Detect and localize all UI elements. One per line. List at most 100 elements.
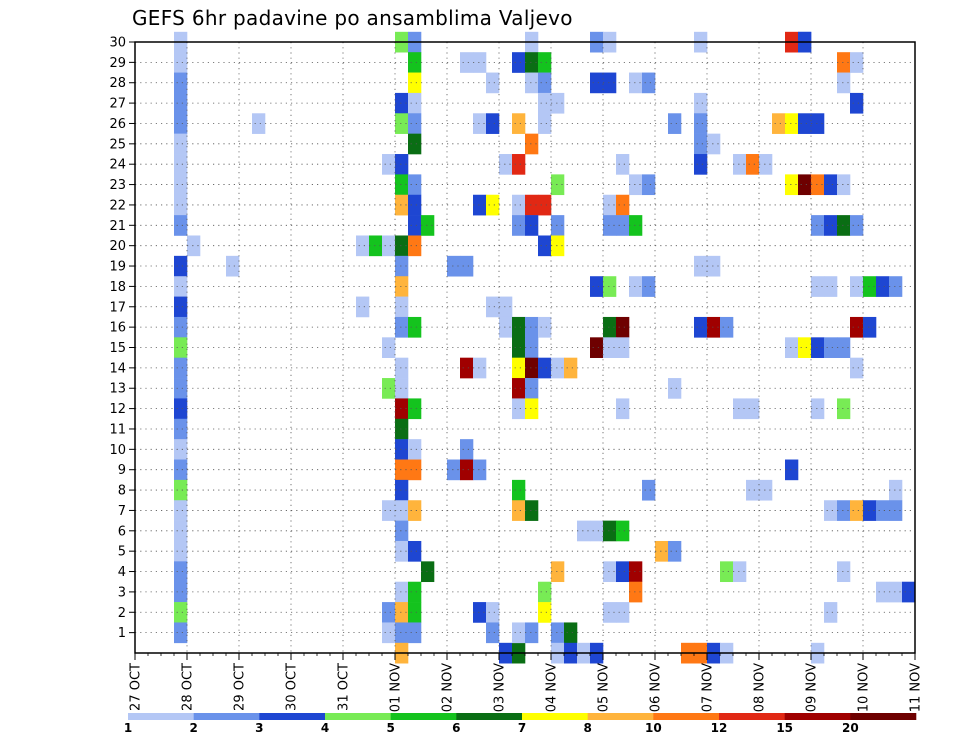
heatmap-cell: [174, 622, 188, 644]
heatmap-cell: [733, 398, 747, 420]
heatmap-cell: [174, 72, 188, 94]
heatmap-cell: [603, 194, 617, 216]
y-tick-label: 27: [109, 97, 126, 112]
heatmap-cell: [512, 52, 526, 73]
heatmap-cell: [174, 561, 188, 583]
heatmap-cell: [642, 174, 656, 196]
y-tick-label: 7: [118, 504, 126, 519]
heatmap-cell: [525, 500, 539, 521]
x-tick-label: 03 NOV: [493, 663, 508, 712]
heatmap-cell: [642, 276, 656, 297]
heatmap-cell: [837, 174, 851, 196]
y-tick-label: 4: [118, 565, 126, 580]
legend-swatch: [390, 713, 457, 720]
x-tick-label: 01 NOV: [389, 663, 404, 712]
heatmap-cell: [473, 357, 487, 379]
heatmap-cell: [174, 296, 188, 318]
heatmap-cell: [395, 276, 409, 297]
legend-label: 15: [776, 721, 793, 735]
heatmap-cell: [603, 276, 617, 297]
heatmap-cell: [447, 255, 461, 277]
heatmap-cell: [486, 622, 500, 644]
heatmap-cell: [395, 378, 409, 399]
heatmap-cell: [603, 316, 617, 338]
legend-label: 20: [842, 721, 859, 735]
heatmap-cell: [473, 194, 487, 216]
heatmap-cell: [174, 113, 188, 134]
heatmap-cell: [174, 602, 188, 623]
heatmap-cell: [629, 581, 643, 603]
heatmap-cell: [395, 255, 409, 277]
y-tick-label: 20: [109, 239, 126, 254]
x-tick-label: 06 NOV: [649, 663, 664, 712]
legend-label: 7: [518, 721, 526, 735]
heatmap-cell: [694, 113, 708, 134]
heatmap-cell: [395, 235, 409, 257]
legend: 1 2 3 4 5 6 7 8 10 12 15 20: [124, 713, 917, 735]
heatmap-cell: [824, 337, 838, 358]
heatmap-cell: [460, 459, 474, 481]
heatmap-cell: [174, 439, 188, 460]
heatmap-cell: [512, 378, 526, 399]
heatmap-cell: [421, 215, 435, 236]
heatmap-cell: [408, 215, 422, 236]
heatmap-cell: [174, 378, 188, 399]
legend-label: 5: [386, 721, 394, 735]
x-tick-label: 04 NOV: [545, 663, 560, 712]
y-tick-label: 11: [109, 422, 126, 437]
heatmap-cell: [174, 255, 188, 277]
heatmap-cell: [785, 459, 799, 481]
heatmap-cell: [382, 378, 396, 399]
heatmap-cell: [174, 154, 188, 175]
heatmap-cell: [174, 276, 188, 297]
heatmap-cell: [395, 154, 409, 175]
heatmap-cell: [694, 154, 708, 175]
heatmap-cell: [512, 398, 526, 420]
heatmap-cell: [863, 276, 877, 297]
heatmap-cell: [395, 439, 409, 460]
y-tick-label: 3: [118, 585, 126, 600]
heatmap-cell: [538, 357, 552, 379]
heatmap-cell: [785, 174, 799, 196]
heatmap-cell: [889, 479, 903, 501]
heatmap-cell: [564, 622, 578, 644]
heatmap-cell: [811, 215, 825, 236]
heatmap-cell: [460, 255, 474, 277]
heatmap-cell: [707, 255, 721, 277]
heatmap-cell: [902, 581, 916, 603]
y-tick-label: 24: [109, 158, 126, 173]
heatmap-cell: [356, 235, 370, 257]
y-tick-label: 10: [109, 443, 126, 458]
heatmap-cell: [486, 72, 500, 94]
heatmap-cell: [174, 52, 188, 73]
heatmap-cell: [798, 113, 812, 134]
heatmap-cell: [174, 357, 188, 379]
heatmap-cell: [538, 235, 552, 257]
x-tick-label: 05 NOV: [597, 663, 612, 712]
gridlines: [135, 41, 915, 653]
heatmap-cell: [408, 398, 422, 420]
heatmap-cell: [512, 479, 526, 501]
x-tick-label: 02 NOV: [441, 663, 456, 712]
heatmap-cell: [616, 194, 630, 216]
heatmap-cell: [590, 72, 604, 94]
heatmap-cell: [538, 316, 552, 338]
x-axis: 27 OCT 28 OCT 29 OCT 30 OCT 31 OCT 01 NOV 02 N…: [129, 653, 924, 712]
heatmap-cell: [408, 316, 422, 338]
legend-swatch: [522, 713, 588, 720]
heatmap-cell: [603, 215, 617, 236]
y-tick-label: 17: [109, 300, 126, 315]
legend-label: 6: [452, 721, 460, 735]
heatmap-cell: [356, 296, 370, 318]
heatmap-cell: [824, 500, 838, 521]
heatmap-cell: [863, 316, 877, 338]
heatmap-cell: [395, 622, 409, 644]
heatmap-cell: [629, 215, 643, 236]
heatmap-cell: [551, 174, 565, 196]
heatmap-cell: [369, 235, 383, 257]
heatmap-cell: [512, 500, 526, 521]
heatmap-cell: [629, 72, 643, 94]
legend-swatch: [784, 713, 851, 720]
heatmap-cell: [538, 92, 552, 114]
